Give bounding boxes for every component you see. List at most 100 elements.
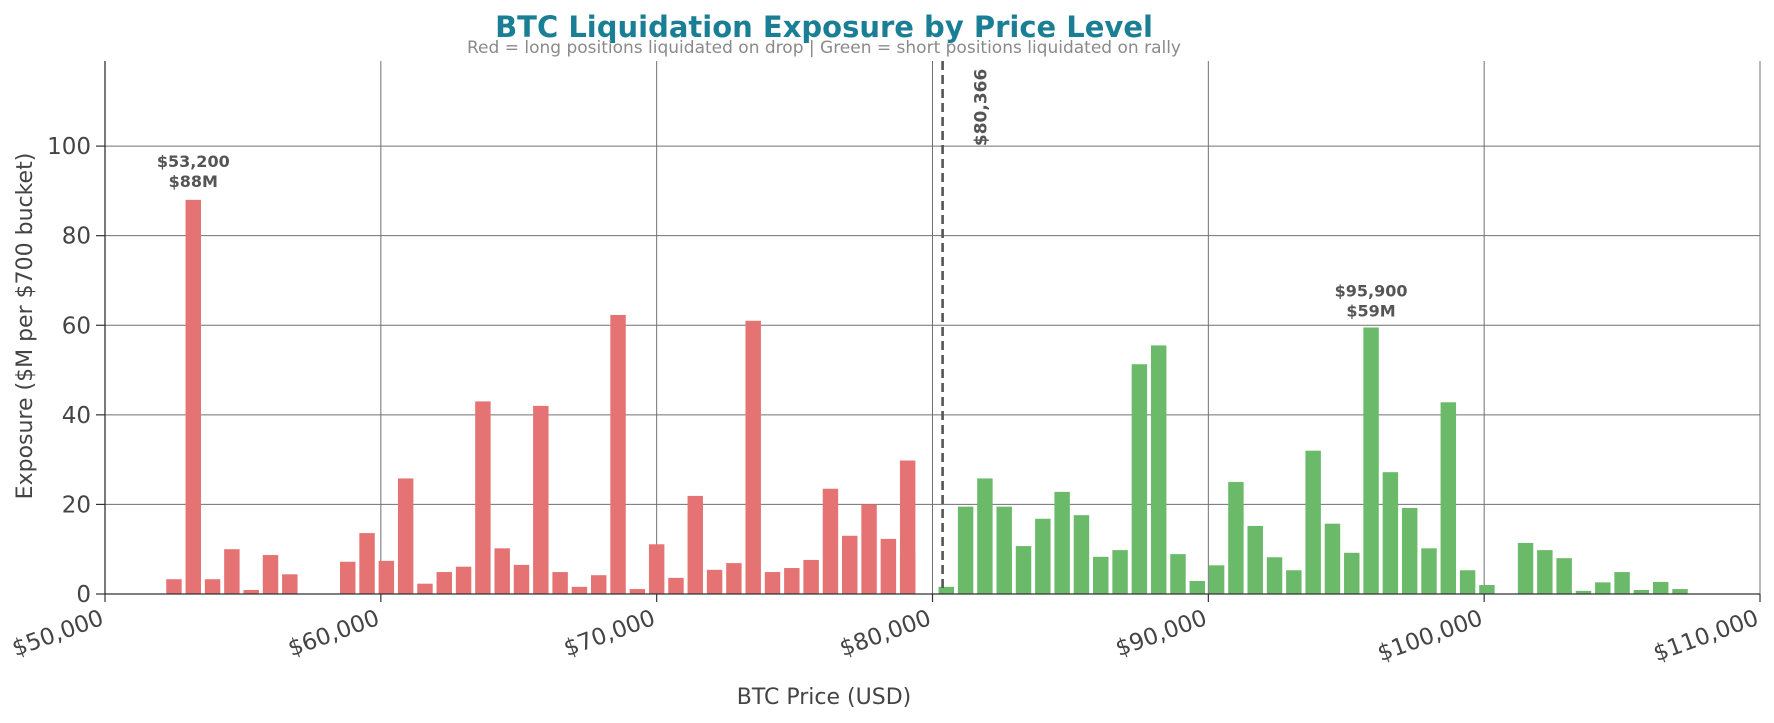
short-bar [1537,550,1553,594]
short-bar [1672,589,1688,594]
x-axis-label: BTC Price (USD) [737,685,911,710]
short-bar [1035,518,1051,594]
x-tick-label: $90,000 [1112,605,1210,662]
short-bar [1073,515,1090,594]
long-bar [475,401,491,594]
long-bar [436,572,452,594]
long-bar [243,589,259,594]
long-bar [417,583,433,594]
y-tick-label: 0 [76,582,91,608]
short-bar [1595,582,1611,594]
short-bar [1228,482,1244,594]
long-bar [397,478,414,594]
short-bar [938,586,955,594]
short-bar [996,506,1012,594]
long-bar [282,574,298,594]
long-bar [262,555,279,594]
long-bar [822,488,839,594]
x-tick-label: $110,000 [1650,605,1762,667]
long-bar [861,504,877,594]
long-bar [803,559,819,594]
long-bar [591,575,607,594]
long-bar [340,561,356,594]
y-tick-label: 40 [62,403,91,429]
annotation-price: $53,200 [157,152,230,171]
bars-group [166,199,1688,594]
short-bar [1247,525,1263,594]
short-bar [1479,585,1495,594]
short-bar [1401,508,1418,594]
short-bar [1189,581,1206,594]
y-tick-label: 60 [62,313,91,339]
short-bar [1015,546,1032,594]
short-bar [1556,558,1572,594]
short-bar [1131,364,1148,594]
long-bar [359,533,375,594]
short-bar [1112,550,1128,594]
x-tick-label: $80,000 [836,605,934,662]
short-bar [1324,523,1341,594]
current-price-marker: $80,366 [941,61,992,594]
long-bar [842,535,858,594]
long-bar [706,569,723,594]
long-bar [513,564,530,594]
long-bar [185,199,201,594]
short-bar [1459,570,1476,594]
short-bar [1093,556,1109,594]
short-bar [1652,581,1669,594]
long-bar [166,579,182,594]
y-tick-label: 100 [47,134,91,160]
short-bar [1344,552,1360,594]
annotation-value: $88M [169,172,218,191]
long-bar [455,566,472,594]
short-bar [1208,565,1225,594]
long-bar [784,568,800,594]
long-bar [610,314,626,594]
short-bar [1286,570,1302,594]
chart-subtitle: Red = long positions liquidated on drop … [467,38,1181,58]
long-bar [378,560,395,594]
short-bar [1054,491,1070,594]
long-bar [224,549,240,594]
long-bar [880,538,897,594]
annotation-price: $95,900 [1335,282,1408,301]
short-bar [1150,345,1167,594]
chart-title: BTC Liquidation Exposure by Price Level [495,10,1153,44]
x-tick-label: $70,000 [560,605,658,662]
annotation-value: $59M [1346,302,1395,321]
short-bar [1170,554,1186,594]
short-bar [1363,327,1379,594]
x-tick-label: $100,000 [1374,605,1486,667]
short-bar [1517,542,1534,594]
short-bar [1440,402,1457,594]
grid-lines [104,61,1761,594]
long-bar [204,579,221,594]
short-bar [1614,572,1630,594]
x-tick-label: $50,000 [9,605,107,662]
y-axis-label: Exposure ($M per $700 bucket) [13,153,38,500]
long-bar [745,320,761,594]
long-bar [668,577,684,594]
long-bar [629,589,646,594]
short-bar [1575,590,1592,594]
long-bar [764,572,781,594]
long-bar [552,572,568,594]
long-bar [899,460,916,594]
current-price-label: $80,366 [972,69,992,146]
short-bar [1382,472,1399,594]
short-bar [977,478,993,594]
long-bar [726,563,742,594]
short-bar [1305,450,1321,594]
short-bar [1633,589,1650,594]
y-tick-label: 20 [62,492,91,518]
annotations-group: $53,200$88M $95,900$59M [157,152,1408,321]
long-bar [571,586,588,594]
long-bar [494,548,510,594]
short-bar [1266,557,1283,594]
short-bar [957,506,974,594]
long-bar [648,544,665,594]
long-bar [533,405,549,594]
x-tick-label: $60,000 [285,605,383,662]
short-bar [1421,548,1437,594]
